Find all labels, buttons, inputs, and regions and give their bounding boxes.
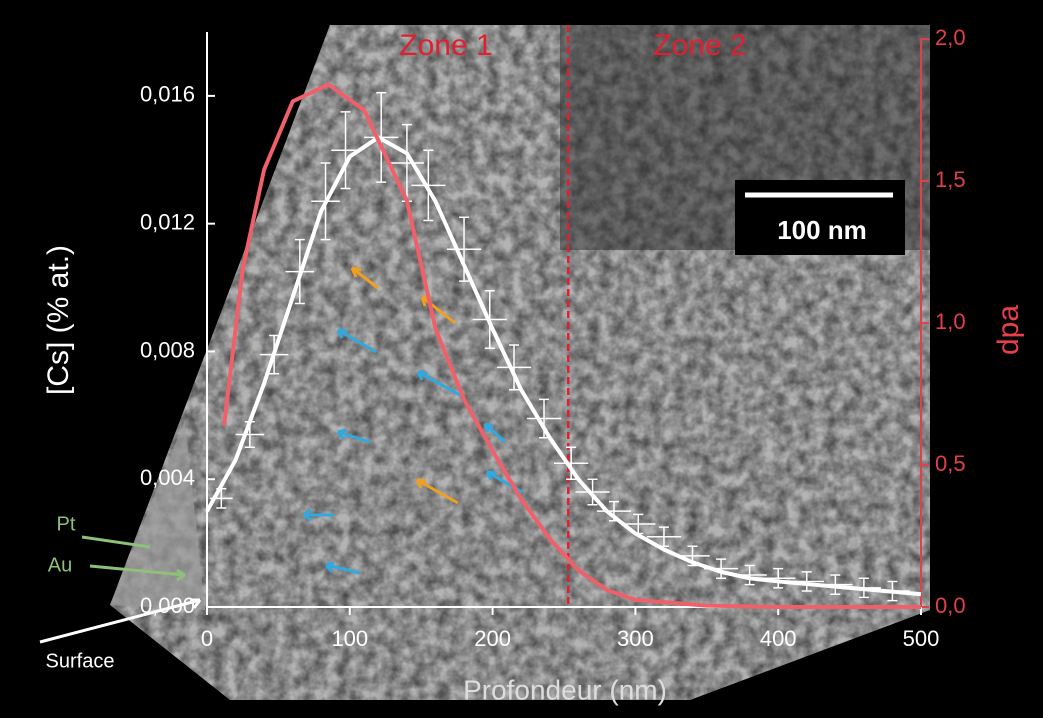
x-tick-label: 0 [201, 626, 213, 651]
error-cap [773, 567, 784, 589]
error-cap [294, 238, 305, 305]
x-tick-label: 500 [903, 626, 940, 651]
y2-tick-label: 1,0 [935, 309, 966, 334]
x-tick-label: 300 [617, 626, 654, 651]
dpa-curve [222, 82, 921, 609]
y-tick-label: 0,000 [140, 593, 195, 618]
y2-tick-label: 0,5 [935, 451, 966, 476]
scale-bar-label: 100 nm [777, 215, 867, 245]
zone-1-label: Zone 1 [399, 29, 492, 62]
error-cap [887, 580, 898, 602]
y-tick-label: 0,008 [140, 337, 195, 362]
x-tick-label: 400 [760, 626, 797, 651]
x-tick-label: 100 [331, 626, 368, 651]
error-cap [566, 446, 577, 480]
y-tick-label: 0,004 [140, 465, 195, 490]
y-axis-label: [Cs] (% at.) [42, 245, 75, 395]
zone-2-label: Zone 2 [653, 29, 746, 62]
x-axis-label: Profondeur (nm) [463, 674, 667, 705]
error-cap [459, 216, 470, 282]
error-cap [830, 574, 841, 595]
error-cap [716, 558, 727, 579]
pt-label: Pt [57, 513, 76, 535]
y2-tick-label: 0,0 [935, 593, 966, 618]
error-cap [587, 478, 598, 506]
y2-tick-label: 1,5 [935, 167, 966, 192]
error-cap [509, 344, 520, 391]
x-tick-label: 200 [474, 626, 511, 651]
y-tick-label: 0,012 [140, 209, 195, 234]
y2-tick-label: 2,0 [935, 25, 966, 50]
error-cap [269, 334, 280, 375]
error-cap [744, 564, 755, 586]
au-label: Au [48, 554, 72, 576]
error-cap [858, 577, 869, 599]
error-cap [320, 162, 331, 241]
error-cap [340, 111, 351, 190]
surface-label: Surface [46, 650, 115, 672]
arrows [39, 266, 523, 644]
fit-curve [205, 135, 922, 597]
error-cap [539, 398, 550, 439]
error-cap [423, 149, 434, 222]
error-cap [801, 571, 812, 592]
y-tick-label: 0,016 [140, 82, 195, 107]
error-cap [484, 290, 495, 349]
y2-axis-label: dpa [992, 305, 1025, 355]
pt-layer [110, 420, 205, 610]
error-cap [376, 91, 387, 183]
